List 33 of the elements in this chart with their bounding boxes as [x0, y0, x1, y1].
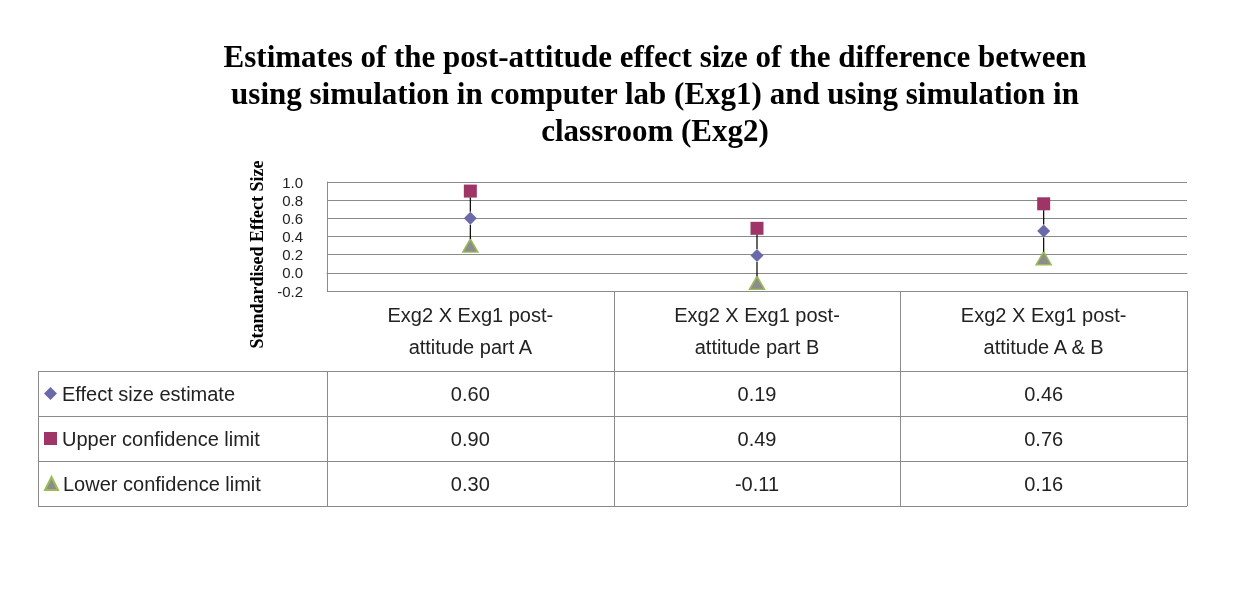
y-axis-title: Standardised Effect Size — [247, 160, 268, 349]
point — [750, 249, 764, 263]
point — [750, 221, 764, 235]
data-label: 0.49 — [737, 427, 777, 450]
point — [1035, 251, 1052, 266]
x-tick-label: Exg2 X Exg1 post-attitude part A — [387, 304, 554, 358]
y-tick-label: 0.6 — [282, 209, 303, 227]
data-label: 0.16 — [1024, 472, 1064, 495]
y-tick-label: -0.2 — [277, 282, 303, 300]
data-label: 0.60 — [450, 382, 490, 405]
data-label: 0.19 — [737, 382, 777, 405]
data-label: 0.30 — [450, 472, 490, 495]
point — [748, 275, 766, 291]
point — [462, 238, 479, 253]
data-label: 0.46 — [1024, 382, 1064, 405]
point — [463, 211, 477, 225]
legend-label: Lower confidence limit — [63, 472, 262, 495]
data-label: 0.90 — [450, 427, 490, 450]
chart-title: Estimates of the post-attitude effect size of the difference between using simulation in computer lab (Exg1) and using simulation in classroom (Exg2) — [223, 39, 1087, 148]
y-tick-label: 1.0 — [282, 173, 303, 191]
x-tick-label: Exg2 X Exg1 post-attitude A & B — [960, 304, 1127, 358]
legend-label: Upper confidence limit — [62, 427, 261, 450]
data-label: 0.76 — [1024, 427, 1064, 450]
x-tick-label: Exg2 X Exg1 post-attitude part B — [674, 304, 840, 358]
point — [1037, 197, 1051, 211]
data-label: -0.11 — [734, 472, 780, 495]
y-tick-label: 0.8 — [282, 191, 303, 209]
y-tick-label: 0.2 — [282, 246, 303, 264]
point — [1037, 224, 1051, 238]
point — [463, 184, 477, 198]
y-tick-label: 0.0 — [282, 264, 303, 282]
y-tick-label: 0.4 — [282, 228, 303, 245]
legend-label: Effect size estimate — [62, 382, 236, 405]
